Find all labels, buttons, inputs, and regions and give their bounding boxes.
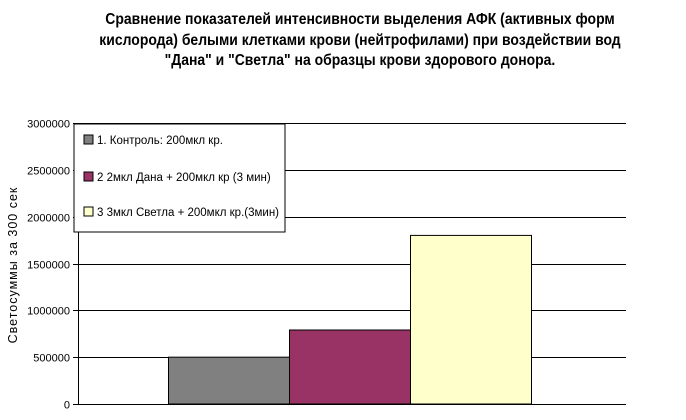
legend-label-3: 3 3мкл Светла + 200мкл кр.(3мин) [97,207,279,219]
y-tick-label: 500000 [33,353,70,365]
y-tick-label: 3000000 [27,119,70,131]
y-tick-labels: 0 500000 1000000 1500000 2000000 2500000 30000… [27,119,70,412]
legend-label-1: 1. Контроль: 200мкл кр. [97,135,223,147]
legend-box [73,123,286,233]
chart-title: Сравнение показателей интенсивности выде… [90,10,630,72]
y-tick-label: 1500000 [27,260,70,272]
bars [168,234,532,405]
y-tick-label: 2500000 [27,166,70,178]
y-tick-label: 1000000 [27,306,70,318]
chart-title-line-3: "Дана" и "Светла" на образцы крови здоро… [164,52,556,69]
legend-swatch-3 [83,206,94,217]
bar-series-1 [168,356,290,405]
legend-swatch-2 [83,171,94,182]
legend-swatch-1 [83,134,94,145]
legend-label-2: 2 2мкл Дана + 200мкл кр (3 мин) [97,172,271,184]
chart-title-line-1: Сравнение показателей интенсивности выде… [105,11,615,28]
y-tick-label: 2000000 [27,213,70,225]
y-tick-label: 0 [64,400,70,412]
chart-title-line-2: кислорода) белыми клетками крови (нейтро… [99,31,621,49]
legend: 1. Контроль: 200мкл кр. 2 2мкл Дана + 200… [73,123,286,233]
bar-series-2 [289,329,411,405]
bar-series-3 [410,234,532,405]
y-axis-label: Светосуммы за 300 сек [6,187,20,344]
